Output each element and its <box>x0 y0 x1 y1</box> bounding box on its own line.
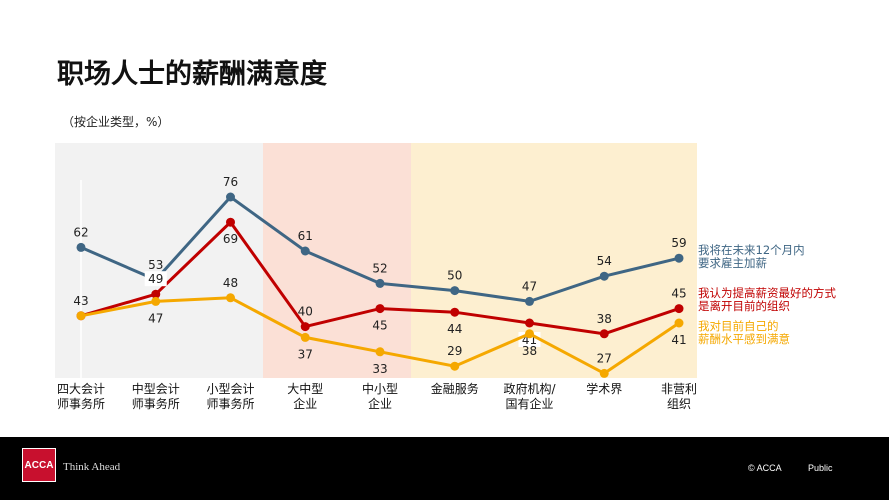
data-point <box>599 329 609 339</box>
classification: Public <box>808 463 833 473</box>
data-label: 33 <box>372 362 387 376</box>
x-tick-label: 金融服务 <box>431 381 479 396</box>
data-label: 29 <box>447 344 462 358</box>
data-label: 69 <box>223 232 238 246</box>
data-point <box>76 311 86 321</box>
data-point <box>375 304 385 314</box>
x-tick-label: 大中型企业 <box>287 381 323 411</box>
legend-item: 我认为提高薪资最好的方式 是离开目前的组织 <box>698 286 836 313</box>
data-point <box>151 296 161 306</box>
data-point <box>300 246 310 256</box>
data-label: 44 <box>447 322 462 336</box>
data-label: 62 <box>73 225 88 239</box>
data-label: 41 <box>671 333 686 347</box>
data-label: 54 <box>597 254 612 268</box>
label-bg <box>144 271 167 287</box>
data-point <box>525 318 534 328</box>
x-tick-label: 小型会计师事务所 <box>206 382 254 411</box>
data-point <box>300 332 310 342</box>
data-point <box>450 361 460 371</box>
data-point <box>674 253 684 263</box>
data-label: 53 <box>148 258 163 272</box>
x-tick-label: 中型会计师事务所 <box>132 381 180 411</box>
tagline: Think Ahead <box>63 461 121 473</box>
data-point <box>450 307 460 317</box>
data-label: 47 <box>148 311 163 325</box>
data-label: 50 <box>447 269 462 283</box>
x-tick-label: 非营利组织 <box>661 382 697 411</box>
category-band <box>411 143 697 378</box>
data-point <box>674 318 684 328</box>
legend-item: 我对目前自己的 薪酬水平感到满意 <box>698 319 790 346</box>
data-label: 52 <box>372 261 387 275</box>
data-point <box>525 329 534 339</box>
x-tick-label: 中小型企业 <box>362 381 398 411</box>
category-band <box>263 143 411 378</box>
data-label: 37 <box>298 347 313 361</box>
data-label: 38 <box>522 344 537 358</box>
data-label: 47 <box>522 279 537 293</box>
chart-title: 职场人士的薪酬满意度 <box>57 59 327 90</box>
acca-logo: ACCA <box>22 448 56 482</box>
data-label: 38 <box>597 312 612 326</box>
data-label: 43 <box>73 294 88 308</box>
data-label: 61 <box>298 229 313 243</box>
data-label: 48 <box>223 276 238 290</box>
data-label: 27 <box>597 351 612 365</box>
data-label: 45 <box>671 287 686 301</box>
chart-subtitle: （按企业类型，%） <box>62 115 170 129</box>
data-point <box>151 289 161 299</box>
data-label: 45 <box>372 319 387 333</box>
data-label: 76 <box>223 175 238 189</box>
data-point <box>226 192 235 202</box>
x-tick-label: 学术界 <box>586 381 622 396</box>
data-point <box>599 368 609 378</box>
x-tick-label: 四大会计师事务所 <box>57 382 105 411</box>
data-point <box>375 347 385 357</box>
data-point <box>450 286 460 296</box>
data-point <box>375 278 385 288</box>
data-point <box>599 271 609 281</box>
data-point <box>300 322 310 332</box>
data-point <box>525 296 534 306</box>
x-tick-label: 政府机构/国有企业 <box>503 381 556 411</box>
data-label: 59 <box>671 236 686 250</box>
copyright: © ACCA <box>748 463 782 473</box>
data-label: 49 <box>148 272 163 286</box>
data-point <box>226 217 235 227</box>
data-point <box>226 293 235 303</box>
data-label: 40 <box>298 305 313 319</box>
footer: ACCA Think Ahead © ACCA Public <box>0 437 889 500</box>
data-point <box>674 304 684 314</box>
data-point <box>76 242 86 252</box>
category-band <box>55 143 263 378</box>
legend-item: 我将在未来12个月内 要求雇主加薪 <box>698 243 805 270</box>
